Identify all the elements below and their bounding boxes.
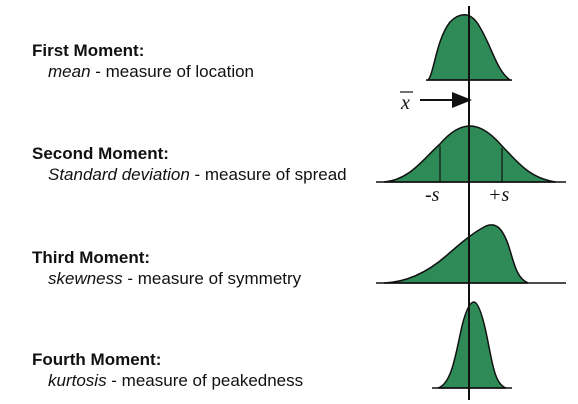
fourth-moment-text: - measure of peakedness <box>106 371 304 390</box>
first-moment-text: - measure of location <box>90 62 254 81</box>
second-moment-text: - measure of spread <box>189 165 347 184</box>
second-moment-block: Second Moment: Standard deviation - meas… <box>32 143 368 185</box>
peaked-distribution-curve <box>437 301 507 389</box>
mean-symbol: x <box>400 92 410 114</box>
third-moment-term: skewness <box>48 269 123 288</box>
second-moment-title: Second Moment: <box>32 144 169 163</box>
fourth-moment-block: Fourth Moment: kurtosis - measure of pea… <box>32 349 303 391</box>
skewed-distribution-curve <box>383 224 529 284</box>
first-moment-description: mean - measure of location <box>32 61 254 82</box>
plus-s-label: +s <box>488 184 509 206</box>
third-moment-title: Third Moment: <box>32 248 151 267</box>
fourth-moment-title: Fourth Moment: <box>32 350 162 369</box>
third-moment-block: Third Moment: skewness - measure of symm… <box>32 247 301 289</box>
second-moment-term: Standard deviation <box>48 165 190 184</box>
first-moment-block: First Moment: mean - measure of location <box>32 40 254 82</box>
minus-s-label: -s <box>425 184 440 206</box>
first-moment-title: First Moment: <box>32 41 145 60</box>
fourth-moment-description: kurtosis - measure of peakedness <box>32 370 303 391</box>
fourth-moment-term: kurtosis <box>48 371 107 390</box>
third-moment-text: - measure of symmetry <box>122 269 302 288</box>
third-moment-description: skewness - measure of symmetry <box>32 268 301 289</box>
first-moment-term: mean <box>48 62 91 81</box>
second-moment-description: Standard deviation - measure of spread <box>32 164 368 185</box>
